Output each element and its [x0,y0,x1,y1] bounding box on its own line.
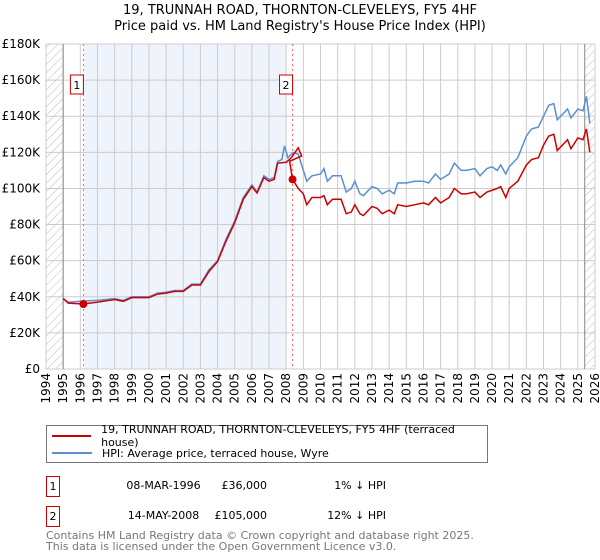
x-tick-label: 2023 [537,373,551,404]
sale-label-box [69,74,84,95]
x-tick-label: 2003 [193,373,207,404]
x-tick-label: 1995 [56,373,70,404]
hatched-region-before [46,44,64,369]
legend-label: HPI: Average price, terraced house, Wyre [102,446,329,460]
x-tick-label: 2002 [176,373,190,404]
x-tick-label: 2006 [245,373,259,404]
x-tick-label: 2025 [571,373,585,404]
x-tick-label: 2026 [588,373,600,404]
x-tick-label: 2007 [262,373,276,404]
attribution-line-2: This data is licensed under the Open Gov… [46,540,397,553]
y-tick-label: £40K [9,290,41,304]
x-tick-label: 1997 [90,373,104,404]
sale-row-2: 2 14-MAY-2008 £105,000 12% ↓ HPI [46,506,386,527]
x-tick-label: 2012 [348,373,362,404]
sale-badge: 2 [46,506,60,527]
x-tick-label: 2005 [228,373,242,404]
sale-label: 2 [283,79,290,92]
x-tick-label: 2001 [159,373,173,404]
sale-price: £105,000 [214,509,268,522]
x-tick-label: 2024 [554,373,568,404]
x-tick-label: 2016 [416,373,430,404]
plot-area: 1994 1995 1996 1997 1998 1999 2000 2001 2002 2003… [2,37,600,404]
chart-title: 19, TRUNNAH ROAD, THORNTON-CLEVELEYS, FY… [123,3,477,18]
x-tick-label: 2000 [142,373,156,404]
chart-subtitle: Price paid vs. HM Land Registry's House … [114,19,486,34]
legend: 19, TRUNNAH ROAD, THORNTON-CLEVELEYS, FY… [46,423,488,463]
x-tick-label: 2022 [519,373,533,404]
legend-swatch-blue [52,452,92,454]
attribution-line-1: Contains HM Land Registry data © Crown c… [46,529,474,542]
y-tick-label: £0 [25,362,40,376]
sale-badge: 1 [46,476,60,497]
x-tick-label: 2015 [399,373,413,404]
y-tick-label: £100K [2,181,42,195]
sale-row-1: 1 08-MAR-1996 £36,000 1% ↓ HPI [46,476,386,497]
sale-date: 08-MAR-1996 [126,479,201,492]
x-tick-label: 2020 [485,373,499,404]
y-tick-label: £80K [9,218,41,232]
x-tick-label: 2021 [502,373,516,404]
x-tick-label: 2014 [382,373,396,404]
y-tick-label: £20K [9,326,41,340]
sale-price: £36,000 [221,479,268,492]
series-line-property [62,128,591,305]
legend-item-hpi: HPI: Average price, terraced house, Wyre [52,445,329,461]
y-tick-label: £60K [9,254,41,268]
x-tick-label: 2010 [314,373,328,404]
x-tick-label: 2008 [279,373,293,404]
x-tick-label: 2019 [468,373,482,404]
sale-point [288,175,297,184]
sale-date: 14-MAY-2008 [127,509,200,522]
sale-label-box [279,74,294,95]
y-tick-label: £180K [2,37,42,51]
attribution: Contains HM Land Registry data © Crown c… [46,530,474,552]
hatched-region-after [584,44,595,369]
x-tick-label: 2009 [296,373,310,404]
x-tick-label: 2018 [451,373,465,404]
x-tick-label: 2013 [365,373,379,404]
x-tick-label: 2004 [211,373,225,404]
y-tick-label: £140K [2,109,42,123]
x-tick-label: 2011 [331,373,345,404]
x-tick-label: 2017 [434,373,448,404]
legend-item-property: 19, TRUNNAH ROAD, THORNTON-CLEVELEYS, FY… [52,423,487,449]
sale-label: 1 [73,79,80,92]
legend-label: 19, TRUNNAH ROAD, THORNTON-CLEVELEYS, FY… [101,423,455,449]
sale-point [79,300,88,308]
shaded-ownership-period [83,44,287,369]
sale-hpi-diff: 12% ↓ HPI [327,509,386,522]
y-tick-label: £120K [2,145,42,159]
x-tick-label: 1999 [125,373,139,404]
x-tick-label: 1998 [108,373,122,404]
y-tick-label: £160K [2,73,42,87]
sale-hpi-diff: 1% ↓ HPI [334,479,386,492]
x-tick-label: 1994 [39,373,53,404]
x-tick-label: 1996 [73,373,87,404]
legend-swatch-red [52,435,92,437]
